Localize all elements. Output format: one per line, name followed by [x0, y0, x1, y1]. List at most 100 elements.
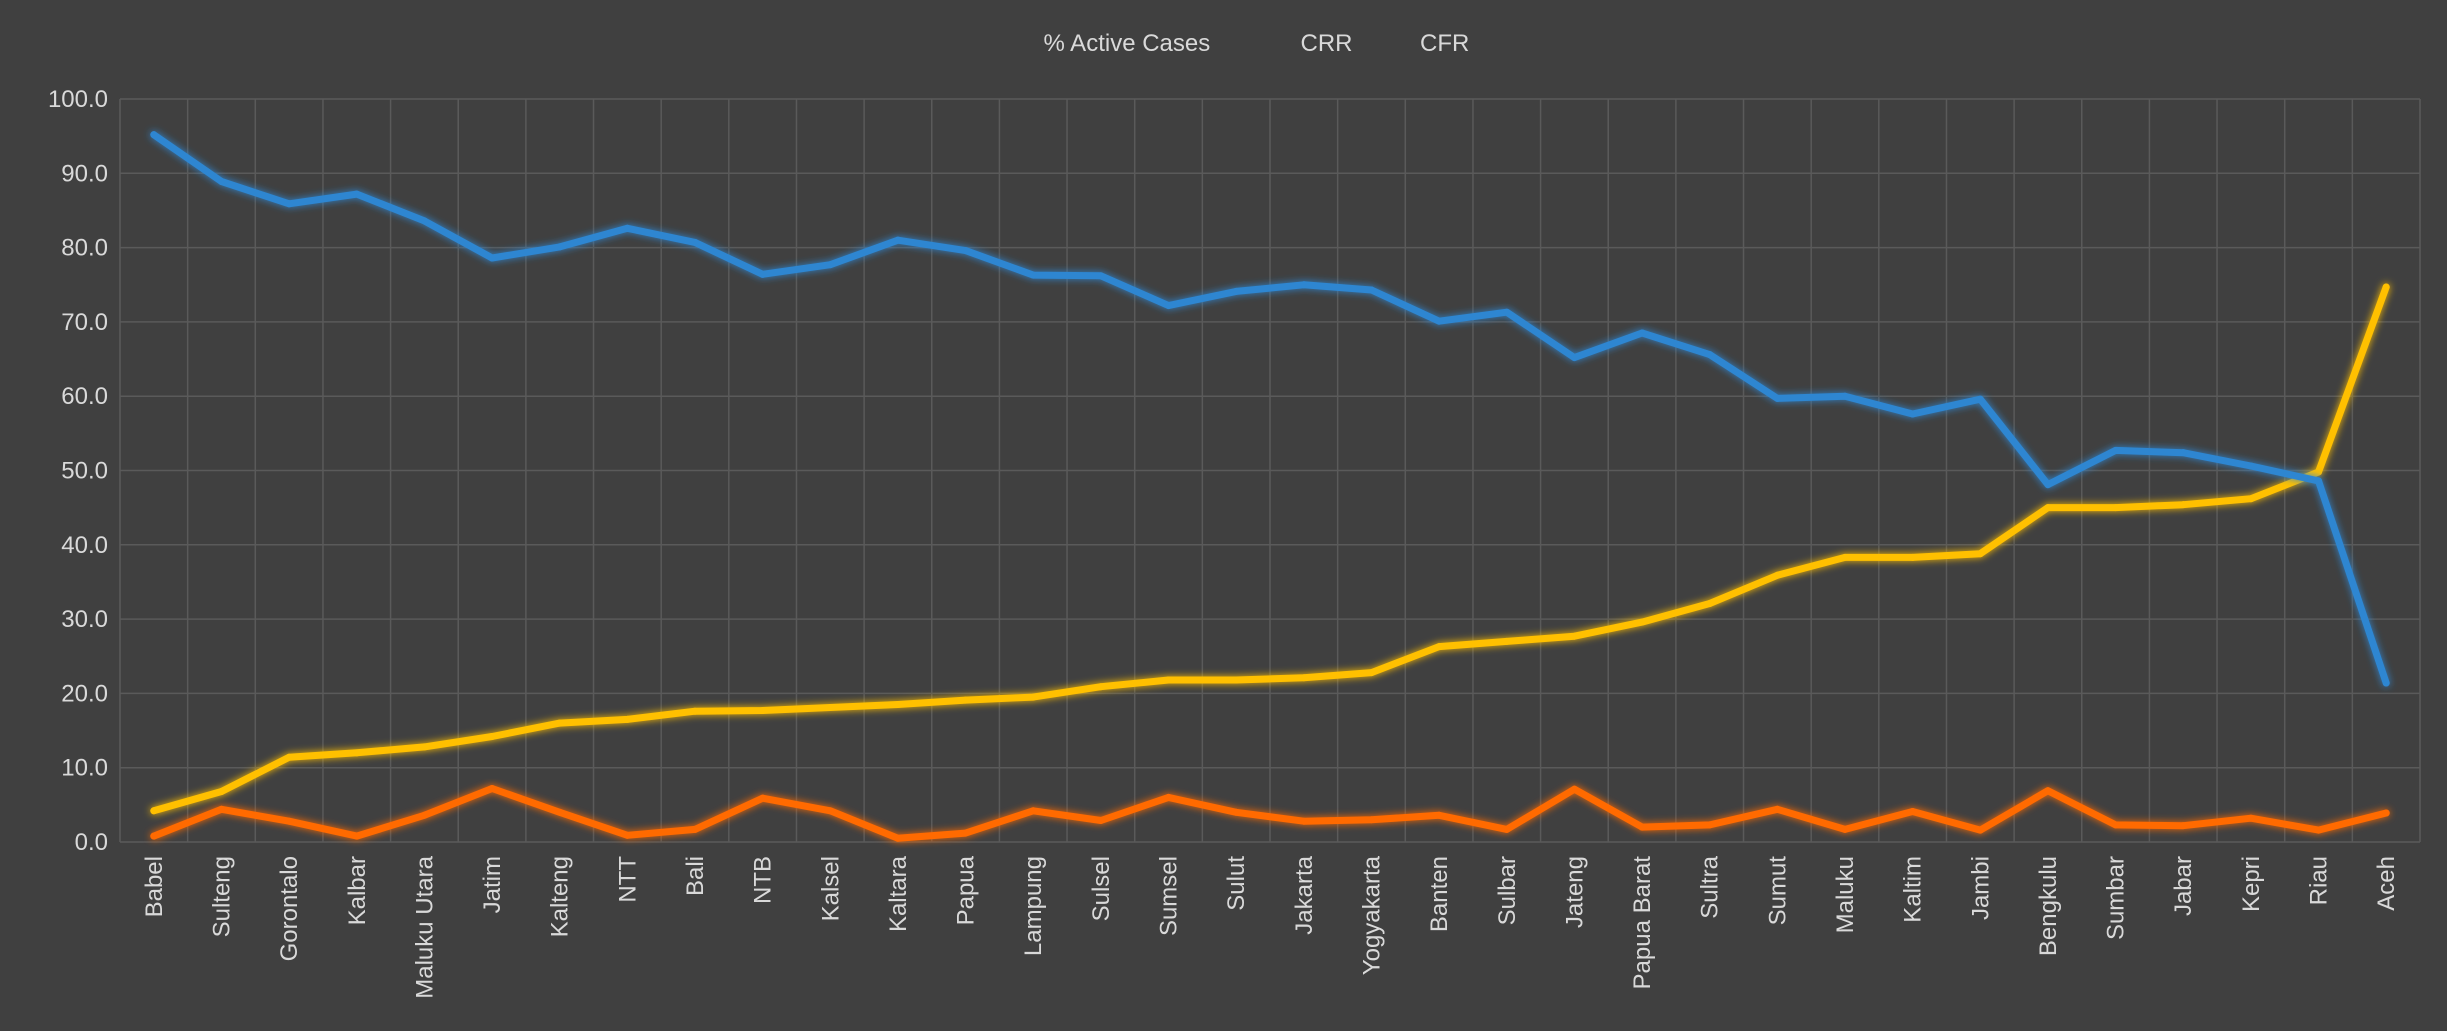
data-point	[420, 743, 428, 751]
legend-item: % Active Cases	[984, 30, 1211, 57]
data-point	[2112, 504, 2120, 512]
data-point	[826, 261, 834, 269]
data-point	[1570, 354, 1578, 362]
y-tick-label: 10.0	[61, 755, 108, 782]
data-point	[1773, 805, 1781, 813]
data-point	[2044, 481, 2052, 489]
data-point	[1570, 785, 1578, 793]
x-tick-label: Jabar	[2170, 856, 2197, 916]
data-point	[2247, 462, 2255, 470]
data-point	[285, 753, 293, 761]
data-point	[2179, 501, 2187, 509]
data-point	[2382, 283, 2390, 291]
data-point	[1706, 599, 1714, 607]
data-point	[962, 829, 970, 837]
data-point	[1029, 271, 1037, 279]
data-point	[285, 817, 293, 825]
series-line	[150, 785, 2390, 842]
data-point	[1976, 550, 1984, 558]
x-tick-label: Sulbar	[1494, 856, 1521, 925]
data-point	[962, 247, 970, 255]
data-point	[1232, 287, 1240, 295]
data-point	[2382, 809, 2390, 817]
data-point	[1300, 817, 1308, 825]
data-point	[1638, 823, 1646, 831]
x-tick-label: Papua Barat	[1629, 856, 1656, 990]
x-tick-label: Kaltara	[885, 855, 912, 932]
x-tick-label: Maluku Utara	[411, 855, 438, 998]
data-point	[556, 808, 564, 816]
x-tick-label: Bali	[682, 856, 709, 896]
x-tick-label: Sumbar	[2103, 856, 2130, 940]
data-point	[217, 787, 225, 795]
data-point	[1435, 317, 1443, 325]
data-point	[2179, 449, 2187, 457]
y-tick-label: 100.0	[48, 86, 108, 113]
data-point	[1435, 811, 1443, 819]
data-point	[1165, 302, 1173, 310]
data-point	[420, 811, 428, 819]
y-tick-label: 40.0	[61, 532, 108, 559]
data-point	[1367, 669, 1375, 677]
x-tick-label: Aceh	[2373, 856, 2400, 911]
data-point	[1367, 286, 1375, 294]
data-point	[1503, 637, 1511, 645]
y-tick-label: 60.0	[61, 383, 108, 410]
x-tick-label: Kalteng	[547, 856, 574, 937]
data-point	[1638, 618, 1646, 626]
legend-label: CRR	[1301, 30, 1353, 57]
series-2	[150, 785, 2390, 842]
x-tick-label: NTT	[614, 856, 641, 903]
data-point	[353, 190, 361, 198]
data-point	[1841, 553, 1849, 561]
data-point	[150, 807, 158, 815]
data-point	[826, 807, 834, 815]
y-tick-label: 50.0	[61, 458, 108, 485]
series-lines	[150, 131, 2390, 842]
data-point	[2247, 495, 2255, 503]
legend: % Active Cases CRR CFR	[984, 30, 1469, 57]
data-point	[1097, 272, 1105, 280]
data-point	[1976, 826, 1984, 834]
data-point	[488, 785, 496, 793]
data-point	[2315, 826, 2323, 834]
data-point	[1638, 329, 1646, 337]
x-tick-label: Kepri	[2238, 856, 2265, 912]
x-tick-label: Lampung	[1020, 856, 1047, 956]
y-tick-label: 90.0	[61, 160, 108, 187]
x-tick-label: Gorontalo	[276, 856, 303, 961]
x-tick-label: Kalbar	[344, 856, 371, 925]
data-point	[556, 243, 564, 251]
data-point	[488, 732, 496, 740]
y-tick-label: 0.0	[75, 829, 108, 856]
data-point	[150, 131, 158, 139]
y-axis: 100.0 90.0 80.0 70.0 60.0 50.0 40.0 30.0 20.0 10.…	[48, 86, 108, 856]
data-point	[353, 749, 361, 757]
data-point	[1232, 676, 1240, 684]
x-tick-label: Babel	[141, 856, 168, 917]
legend-label: % Active Cases	[1044, 30, 1211, 57]
data-point	[826, 704, 834, 712]
data-point	[2044, 504, 2052, 512]
data-point	[759, 270, 767, 278]
data-point	[1841, 825, 1849, 833]
x-tick-label: Sultra	[1697, 855, 1724, 918]
data-point	[1706, 351, 1714, 359]
x-tick-label: NTB	[750, 856, 777, 904]
data-point	[691, 825, 699, 833]
x-tick-label: Kalsel	[817, 856, 844, 921]
data-point	[488, 254, 496, 262]
data-point	[1300, 674, 1308, 682]
data-point	[1029, 693, 1037, 701]
data-point	[1503, 825, 1511, 833]
data-point	[150, 832, 158, 840]
y-tick-label: 30.0	[61, 606, 108, 633]
x-tick-label: Bengkulu	[2035, 856, 2062, 956]
data-point	[217, 177, 225, 185]
x-tick-label: Jambi	[1967, 856, 1994, 920]
x-tick-label: Sulut	[1223, 856, 1250, 911]
data-point	[1367, 816, 1375, 824]
x-tick-label: Papua	[953, 855, 980, 925]
